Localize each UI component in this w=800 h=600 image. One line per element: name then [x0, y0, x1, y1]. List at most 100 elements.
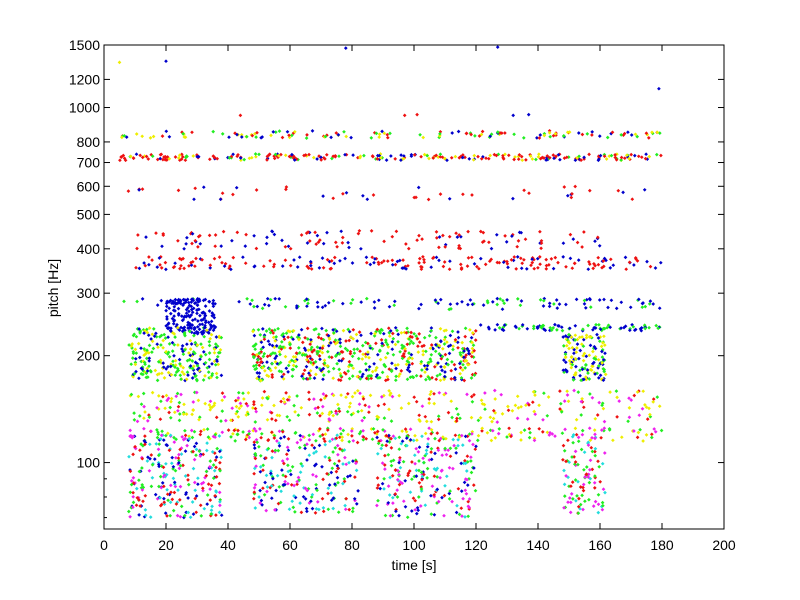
- data-point-2346: [168, 405, 173, 410]
- data-point-2545: [165, 431, 170, 436]
- data-point-1466: [291, 363, 296, 368]
- data-point-2499: [527, 426, 532, 431]
- data-point-1108: [159, 333, 164, 338]
- data-point-1681: [470, 331, 475, 335]
- data-point-1133: [137, 355, 142, 360]
- data-point-159: [134, 152, 139, 157]
- data-point-1540: [429, 343, 434, 347]
- data-point-2658: [183, 449, 188, 453]
- data-point-2704: [201, 488, 205, 493]
- data-point-550: [356, 231, 361, 236]
- data-point-377: [267, 152, 272, 157]
- data-point-1879: [308, 368, 313, 373]
- data-point-2388: [510, 408, 515, 413]
- data-point-1263: [180, 347, 184, 351]
- data-point-716: [587, 262, 592, 266]
- data-point-717: [229, 267, 233, 272]
- data-point-2491: [507, 426, 511, 431]
- data-point-728: [395, 259, 400, 264]
- data-point-593: [442, 260, 447, 264]
- data-point-1259: [156, 359, 161, 364]
- data-point-2378: [296, 413, 301, 418]
- data-point-1276: [133, 356, 138, 361]
- data-point-794: [305, 304, 309, 309]
- data-point-2824: [176, 456, 181, 460]
- data-point-394: [195, 154, 200, 159]
- data-point-668: [608, 266, 613, 270]
- data-point-2719: [168, 483, 173, 488]
- data-point-2795: [206, 435, 211, 439]
- data-point-2115: [150, 390, 155, 395]
- data-point-1371: [286, 363, 291, 368]
- data-point-583: [147, 262, 151, 267]
- data-point-181: [343, 152, 347, 157]
- data-point-678: [519, 266, 524, 271]
- data-point-2459: [369, 427, 374, 431]
- data-point-2381: [490, 419, 494, 424]
- data-point-1638: [376, 376, 380, 380]
- data-point-538: [478, 229, 483, 234]
- data-point-940: [203, 304, 208, 308]
- data-point-1428: [327, 355, 332, 359]
- data-point-1265: [173, 358, 178, 363]
- data-point-2537: [183, 428, 187, 433]
- data-point-1905: [563, 360, 568, 365]
- data-point-872: [636, 297, 641, 302]
- data-point-89: [385, 135, 390, 140]
- data-point-2764: [194, 494, 199, 498]
- data-point-1777: [448, 333, 453, 338]
- data-point-2634: [181, 437, 186, 442]
- data-point-2215: [427, 401, 432, 405]
- data-point-415: [234, 185, 239, 190]
- data-point-693: [658, 260, 663, 265]
- data-point-315: [319, 155, 323, 160]
- data-point-2480: [338, 426, 343, 431]
- data-point-2464: [532, 436, 537, 441]
- data-point-2414: [334, 411, 339, 416]
- data-point-2345: [579, 413, 584, 417]
- data-point-1246: [180, 370, 185, 374]
- data-point-1685: [273, 365, 278, 370]
- data-point-1241: [165, 352, 170, 356]
- data-point-2877: [194, 441, 199, 446]
- data-point-547: [154, 231, 158, 235]
- data-point-1134: [193, 340, 198, 345]
- data-point-846: [602, 297, 606, 302]
- data-point-331: [159, 152, 164, 157]
- data-point-388: [249, 155, 254, 160]
- data-point-1376: [302, 368, 307, 373]
- data-point-1554: [258, 356, 263, 361]
- data-point-2801: [214, 490, 219, 494]
- data-point-2269: [491, 416, 496, 421]
- data-point-306: [503, 152, 507, 157]
- data-point-1650: [437, 343, 442, 348]
- data-point-233: [123, 158, 128, 163]
- data-point-2570: [259, 431, 264, 436]
- data-point-878: [495, 302, 500, 307]
- data-point-1222: [147, 343, 152, 348]
- data-point-2521: [298, 438, 303, 442]
- data-point-2630: [373, 430, 377, 435]
- data-point-2160: [436, 414, 441, 419]
- data-point-304: [427, 156, 431, 161]
- data-point-2485: [505, 435, 509, 439]
- data-point-2003: [571, 378, 576, 382]
- data-point-1561: [430, 375, 434, 380]
- data-point-109: [190, 130, 194, 135]
- data-point-2340: [389, 419, 394, 423]
- data-point-1669: [368, 344, 372, 348]
- data-point-2247: [390, 394, 395, 399]
- data-point-2144: [519, 404, 523, 409]
- data-point-801: [252, 304, 256, 309]
- data-point-112: [182, 135, 187, 139]
- data-point-2425: [562, 399, 567, 403]
- data-point-1524: [300, 340, 305, 345]
- data-point-2774: [134, 503, 139, 508]
- data-point-2126: [179, 392, 183, 397]
- data-point-2230: [470, 399, 475, 404]
- data-point-2472: [252, 426, 257, 431]
- data-point-1316: [380, 370, 385, 375]
- y-tick-label-1000: 1000: [69, 100, 100, 116]
- data-point-558: [316, 240, 321, 245]
- data-point-2462: [361, 428, 365, 433]
